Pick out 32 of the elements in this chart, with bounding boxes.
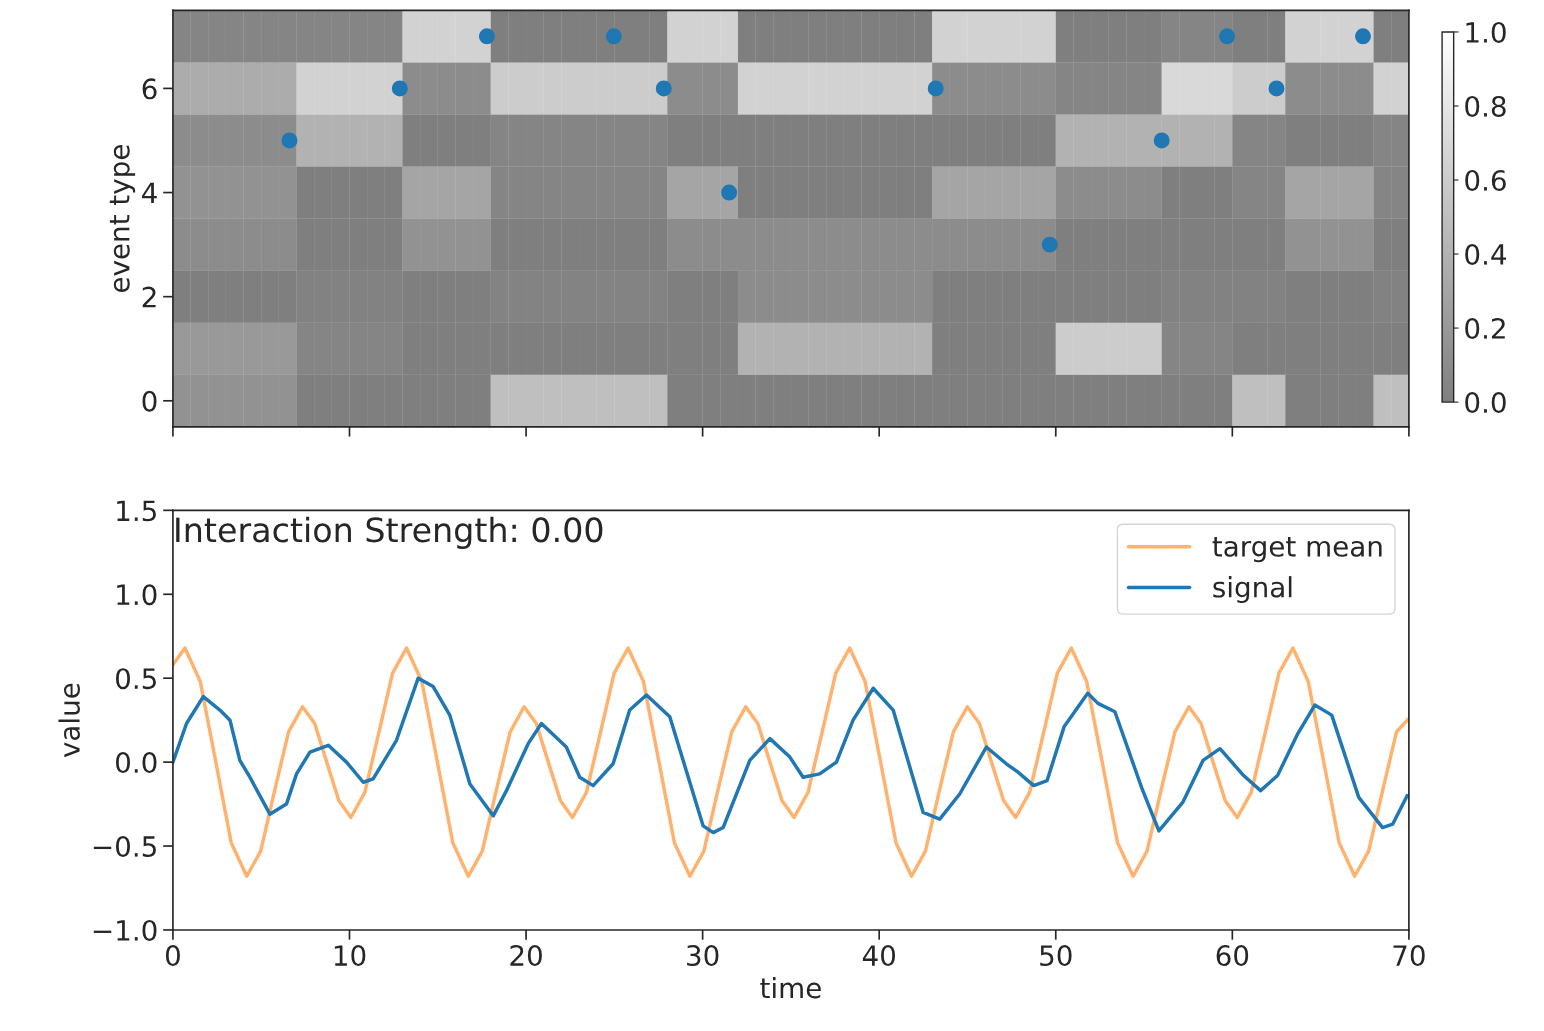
color-bar-label: 0.0	[1465, 392, 1506, 414]
x-tick-label: 0	[165, 945, 180, 967]
color-bar-label: 0.8	[1465, 95, 1506, 117]
y-axis-title: event type	[109, 145, 136, 293]
annotation: Interaction Strength: 0.00	[176, 516, 603, 549]
y-tick-label: 0.5	[116, 668, 156, 690]
y-tick-label: 0.0	[116, 752, 157, 774]
x-tick-label: 10	[334, 945, 366, 967]
y-tick-label: 1.0	[117, 584, 157, 606]
y-tick-label: 1.5	[117, 500, 156, 522]
x-axis-title: time	[760, 976, 821, 999]
legend-label: signal	[1213, 576, 1292, 603]
x-tick-label: 40	[862, 945, 896, 967]
x-tick-label: 70	[1393, 945, 1425, 967]
y-tick-label: 6	[142, 78, 157, 100]
y-axis-title: value	[58, 683, 80, 758]
y-tick-label: 4	[142, 182, 157, 204]
color-bar-label: 0.4	[1465, 243, 1507, 265]
y-tick-label: 2	[142, 286, 156, 308]
y-tick-label: 0	[142, 390, 157, 412]
color-bar-label: 0.2	[1465, 318, 1505, 340]
y-tick-label: −1.0	[93, 919, 157, 941]
x-tick-label: 20	[510, 945, 542, 967]
color-bar-label: 1.0	[1466, 21, 1506, 43]
legend-label: target mean	[1212, 536, 1382, 563]
x-tick-label: 60	[1216, 945, 1249, 967]
x-tick-label: 30	[687, 945, 719, 967]
x-tick-label: 50	[1040, 945, 1072, 967]
line-series	[172, 646, 1409, 878]
color-bar-label: 0.6	[1465, 169, 1506, 191]
y-tick-label: −0.5	[93, 835, 156, 857]
line-series	[172, 676, 1409, 835]
